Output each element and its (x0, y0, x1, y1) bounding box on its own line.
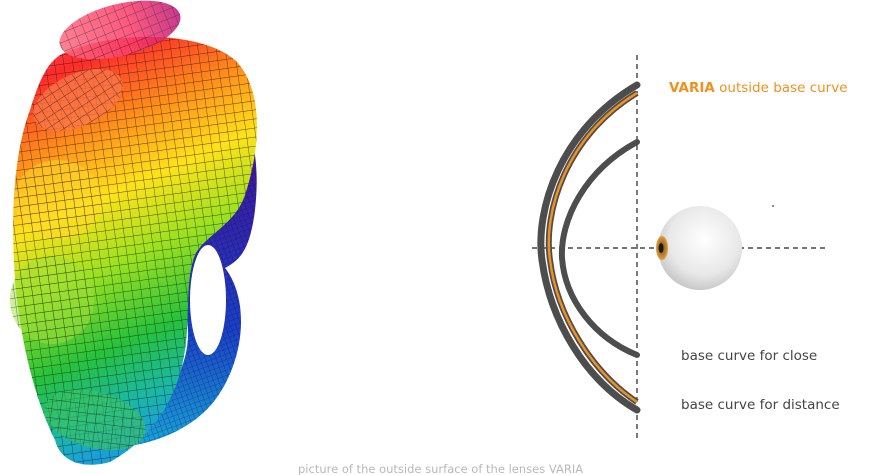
varia-brand: VARIA (669, 80, 715, 96)
lens-surface-illustration (10, 0, 257, 465)
lens-discs (10, 0, 181, 451)
pupil (658, 243, 664, 253)
figure-caption: picture of the outside surface of the le… (298, 462, 584, 475)
distance-curve-label: base curve for distance (681, 397, 840, 413)
close-base-curve (558, 139, 640, 358)
varia-label-text: outside base curve (719, 80, 848, 96)
distance-base-curve (537, 81, 641, 414)
close-curve-label: base curve for close (681, 348, 818, 364)
varia-curve-label: VARIA outside base curve (669, 80, 848, 96)
base-curve-diagram (532, 55, 825, 440)
eyeball-icon (656, 206, 742, 290)
